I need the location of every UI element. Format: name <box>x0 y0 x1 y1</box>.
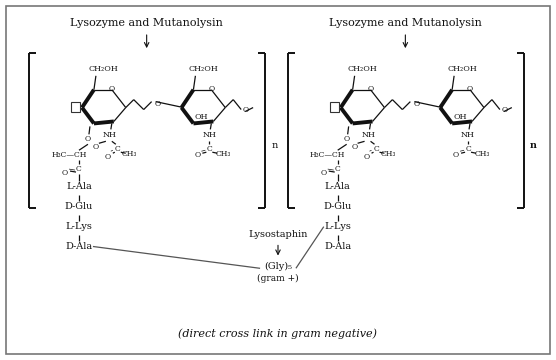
Text: H₃C—CH: H₃C—CH <box>310 151 345 159</box>
Text: CH₃: CH₃ <box>381 150 396 158</box>
Text: O: O <box>413 100 419 108</box>
Text: OH: OH <box>195 113 208 121</box>
Text: O: O <box>243 105 249 113</box>
Text: O: O <box>105 153 111 161</box>
Text: O: O <box>453 151 459 159</box>
Text: C: C <box>206 145 212 153</box>
Text: C: C <box>374 145 379 153</box>
Text: C: C <box>76 165 82 173</box>
Text: D-Glu: D-Glu <box>65 202 93 211</box>
Bar <box>330 102 339 112</box>
Text: D-Ala: D-Ala <box>66 242 92 251</box>
Text: CH₂OH: CH₂OH <box>89 65 119 73</box>
Text: L-Ala: L-Ala <box>325 183 351 192</box>
Text: Lysostaphin: Lysostaphin <box>249 230 307 239</box>
Text: D-Ala: D-Ala <box>324 242 351 251</box>
Text: O: O <box>364 153 370 161</box>
Text: L-Lys: L-Lys <box>324 222 351 231</box>
Text: NH: NH <box>103 131 117 139</box>
Text: OH: OH <box>453 113 467 121</box>
Text: CH₂OH: CH₂OH <box>188 65 219 73</box>
Text: O: O <box>351 143 358 151</box>
Text: CH₃: CH₃ <box>122 150 137 158</box>
Text: (direct cross link in gram negative): (direct cross link in gram negative) <box>178 329 378 339</box>
Text: O: O <box>502 105 508 113</box>
Text: C: C <box>335 165 341 173</box>
Text: NH: NH <box>361 131 375 139</box>
Text: CH₂OH: CH₂OH <box>447 65 477 73</box>
Text: O: O <box>85 135 91 143</box>
Text: O: O <box>344 135 350 143</box>
Text: L-Lys: L-Lys <box>66 222 92 231</box>
Text: CH₃: CH₃ <box>474 150 490 158</box>
Text: (Gly)₅: (Gly)₅ <box>264 262 292 271</box>
Text: D-Glu: D-Glu <box>324 202 352 211</box>
Text: O: O <box>368 85 374 93</box>
Text: O: O <box>93 143 99 151</box>
Text: O: O <box>467 85 473 93</box>
Text: NH: NH <box>202 131 216 139</box>
Text: NH: NH <box>461 131 475 139</box>
Text: CH₃: CH₃ <box>216 150 231 158</box>
Text: O: O <box>62 169 68 177</box>
Text: O: O <box>208 85 215 93</box>
Text: Lysozyme and Mutanolysin: Lysozyme and Mutanolysin <box>70 18 223 28</box>
Text: L-Ala: L-Ala <box>66 183 92 192</box>
Text: O: O <box>109 85 115 93</box>
Text: O: O <box>155 100 161 108</box>
Text: H₃C—CH: H₃C—CH <box>51 151 87 159</box>
Text: O: O <box>321 169 327 177</box>
Text: O: O <box>195 151 201 159</box>
Text: Lysozyme and Mutanolysin: Lysozyme and Mutanolysin <box>329 18 482 28</box>
Text: CH₂OH: CH₂OH <box>348 65 378 73</box>
Text: n: n <box>530 141 537 150</box>
Text: C: C <box>115 145 121 153</box>
Text: (gram +): (gram +) <box>257 274 299 283</box>
Bar <box>71 102 80 112</box>
Text: C: C <box>465 145 471 153</box>
Text: n: n <box>272 141 278 150</box>
